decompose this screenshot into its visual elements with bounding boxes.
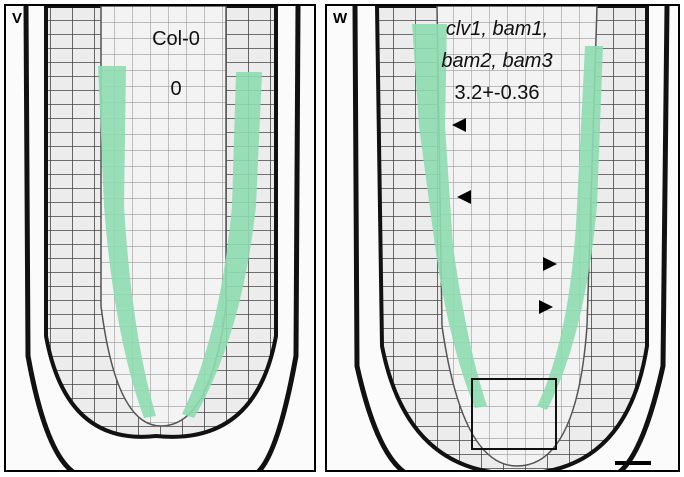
highlight-right-file (537, 46, 603, 410)
arrowhead-marker (543, 257, 557, 271)
arrowhead-marker (452, 118, 466, 132)
genotype-label-w-line2: bam2, bam3 (441, 50, 553, 72)
count-label-v: 0 (170, 78, 182, 100)
genotype-label-w-line1: clv1, bam1, (445, 18, 549, 40)
root-micrograph-w (352, 6, 670, 470)
count-label-w: 3.2+-0.36 (454, 82, 540, 104)
panel-label-v: V (12, 10, 23, 27)
inset-box (471, 378, 557, 450)
arrowhead-marker (539, 300, 553, 314)
highlight-left-file (98, 66, 156, 418)
panel-w: W clv1, bam1, bam2, bam3 3.2+-0.36 (325, 4, 680, 472)
arrowhead-marker (457, 190, 471, 204)
panel-v: V Col-0 0 (4, 4, 316, 472)
genotype-label-v: Col-0 (152, 28, 200, 50)
highlight-left-file (412, 24, 487, 408)
scale-bar (615, 461, 651, 465)
root-micrograph-v (23, 6, 301, 470)
panel-label-w: W (333, 10, 348, 27)
highlight-right-file (182, 72, 262, 418)
